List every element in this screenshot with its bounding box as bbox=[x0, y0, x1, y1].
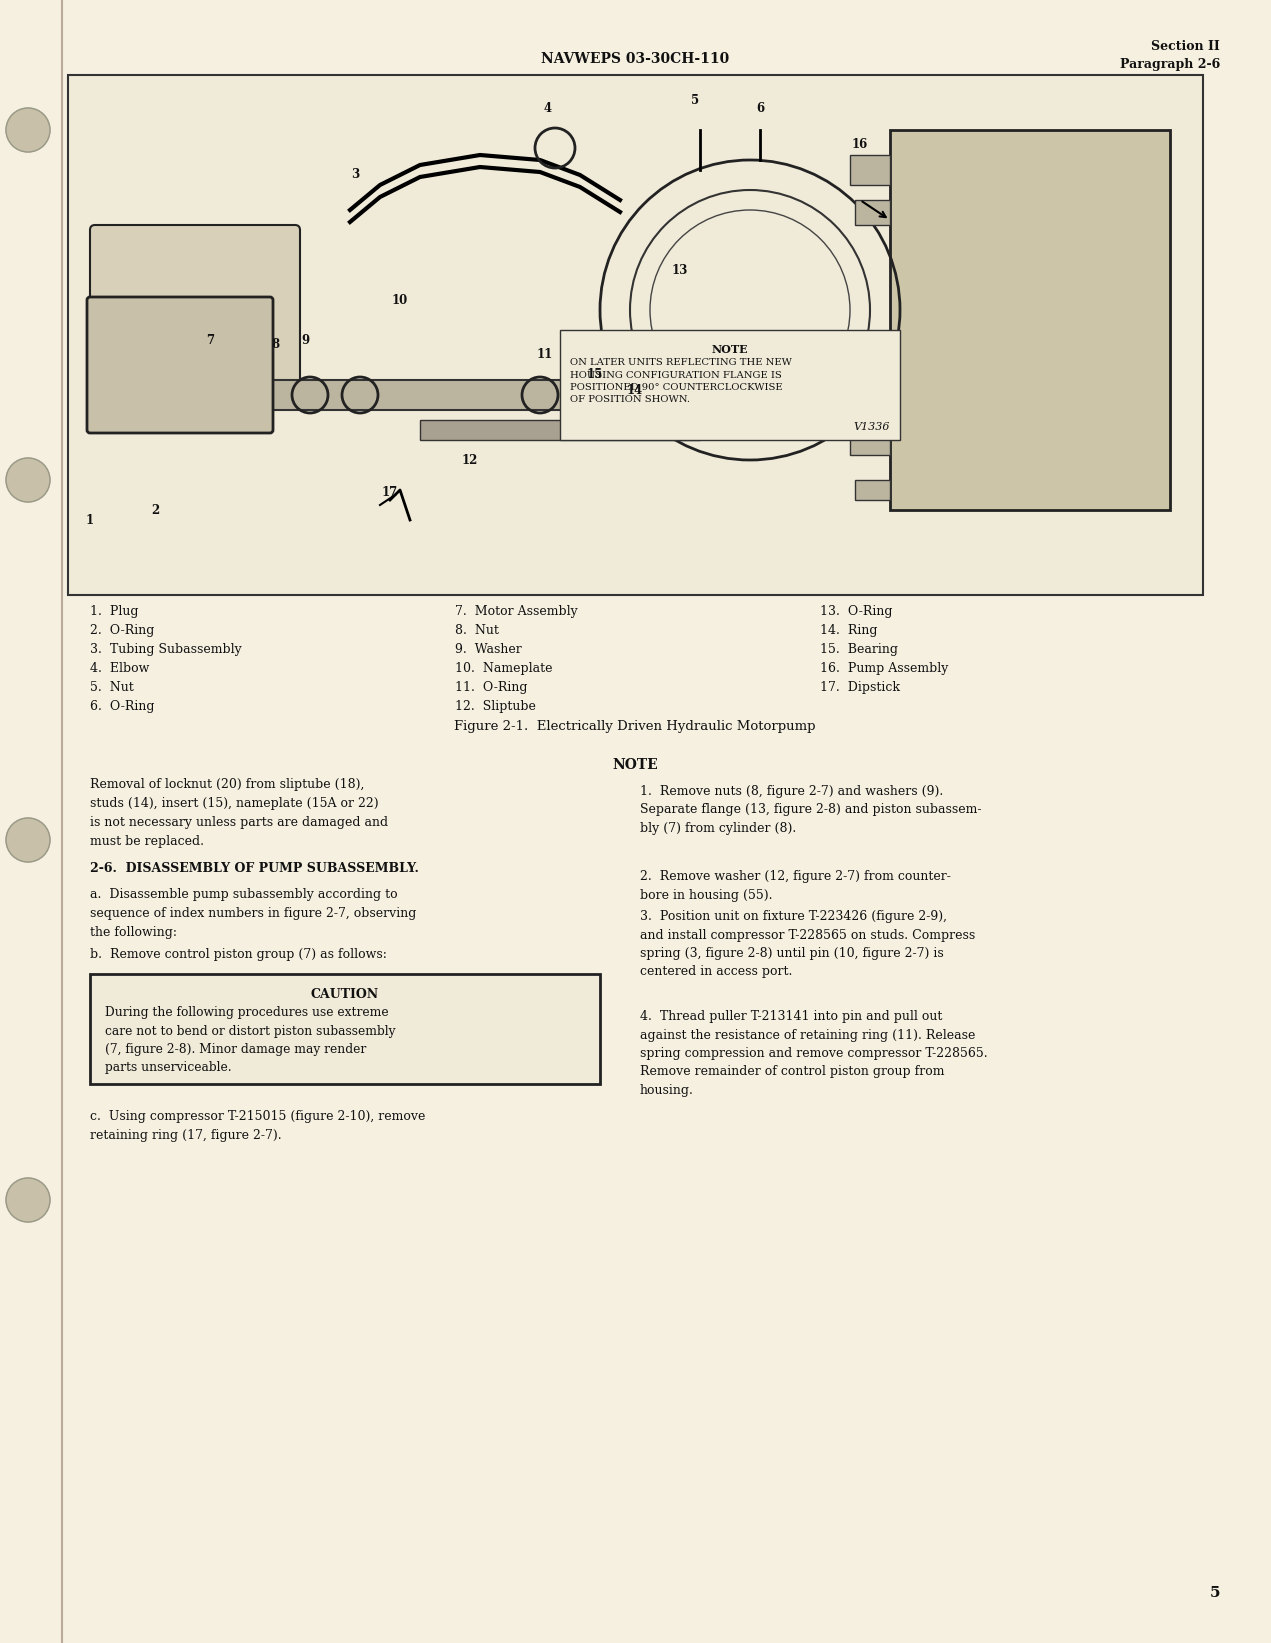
Text: During the following procedures use extreme
care not to bend or distort piston s: During the following procedures use extr… bbox=[105, 1006, 395, 1075]
Text: 17: 17 bbox=[381, 485, 398, 498]
Text: 14.  Ring: 14. Ring bbox=[820, 624, 877, 637]
Text: 1.  Remove nuts (8, figure 2-7) and washers (9).
Separate flange (13, figure 2-8: 1. Remove nuts (8, figure 2-7) and washe… bbox=[641, 785, 981, 835]
Text: 3: 3 bbox=[351, 169, 360, 181]
Text: 16.  Pump Assembly: 16. Pump Assembly bbox=[820, 662, 948, 675]
Text: 5: 5 bbox=[1210, 1585, 1220, 1600]
Text: 11: 11 bbox=[536, 348, 553, 361]
Bar bbox=[561, 330, 900, 440]
Text: 2.  O-Ring: 2. O-Ring bbox=[90, 624, 154, 637]
Text: 9.  Washer: 9. Washer bbox=[455, 642, 522, 656]
Text: V1336: V1336 bbox=[854, 422, 890, 432]
FancyBboxPatch shape bbox=[90, 225, 300, 394]
Text: 16: 16 bbox=[852, 138, 868, 151]
Text: 10.  Nameplate: 10. Nameplate bbox=[455, 662, 553, 675]
Text: 7: 7 bbox=[206, 334, 214, 347]
Circle shape bbox=[6, 108, 50, 153]
Bar bbox=[850, 430, 890, 455]
Text: 4.  Elbow: 4. Elbow bbox=[90, 662, 150, 675]
Bar bbox=[264, 380, 705, 411]
Text: CAUTION: CAUTION bbox=[311, 987, 379, 1001]
FancyBboxPatch shape bbox=[86, 297, 273, 434]
Text: 4.  Thread puller T-213141 into pin and pull out
against the resistance of retai: 4. Thread puller T-213141 into pin and p… bbox=[641, 1010, 988, 1098]
Text: 9: 9 bbox=[301, 334, 309, 347]
Text: 2-6.  DISASSEMBLY OF PUMP SUBASSEMBLY.: 2-6. DISASSEMBLY OF PUMP SUBASSEMBLY. bbox=[90, 863, 419, 876]
Text: Paragraph 2-6: Paragraph 2-6 bbox=[1120, 58, 1220, 71]
Text: 5.  Nut: 5. Nut bbox=[90, 680, 133, 693]
Text: 8.  Nut: 8. Nut bbox=[455, 624, 500, 637]
Text: ON LATER UNITS REFLECTING THE NEW
HOUSING CONFIGURATION FLANGE IS
POSITIONED 90°: ON LATER UNITS REFLECTING THE NEW HOUSIN… bbox=[569, 358, 792, 404]
Text: NAVWEPS 03-30CH-110: NAVWEPS 03-30CH-110 bbox=[541, 53, 730, 66]
Text: Section II: Section II bbox=[1152, 39, 1220, 53]
Text: 8: 8 bbox=[271, 338, 280, 352]
Text: 14: 14 bbox=[627, 383, 643, 396]
Text: c.  Using compressor T-215015 (figure 2-10), remove
retaining ring (17, figure 2: c. Using compressor T-215015 (figure 2-1… bbox=[90, 1111, 426, 1142]
Text: b.  Remove control piston group (7) as follows:: b. Remove control piston group (7) as fo… bbox=[90, 948, 386, 961]
Bar bbox=[850, 154, 890, 186]
Text: NOTE: NOTE bbox=[613, 757, 658, 772]
Circle shape bbox=[6, 1178, 50, 1222]
Text: 13: 13 bbox=[672, 263, 688, 276]
Text: 13.  O-Ring: 13. O-Ring bbox=[820, 605, 892, 618]
Text: 1: 1 bbox=[86, 514, 94, 526]
Text: 1.  Plug: 1. Plug bbox=[90, 605, 139, 618]
Text: 6.  O-Ring: 6. O-Ring bbox=[90, 700, 155, 713]
Text: 6: 6 bbox=[756, 102, 764, 115]
Circle shape bbox=[6, 458, 50, 503]
Text: 2.  Remove washer (12, figure 2-7) from counter-
bore in housing (55).: 2. Remove washer (12, figure 2-7) from c… bbox=[641, 871, 951, 902]
Bar bbox=[845, 350, 890, 380]
Text: 11.  O-Ring: 11. O-Ring bbox=[455, 680, 527, 693]
Text: Removal of locknut (20) from sliptube (18),
studs (14), insert (15), nameplate (: Removal of locknut (20) from sliptube (1… bbox=[90, 779, 388, 848]
Bar bbox=[855, 480, 890, 499]
Text: 2: 2 bbox=[151, 503, 159, 516]
Bar bbox=[855, 200, 890, 225]
Text: a.  Disassemble pump subassembly according to
sequence of index numbers in figur: a. Disassemble pump subassembly accordin… bbox=[90, 887, 417, 940]
Circle shape bbox=[6, 818, 50, 863]
Text: 10: 10 bbox=[391, 294, 408, 307]
Bar bbox=[90, 974, 600, 1084]
Text: 3.  Tubing Subassembly: 3. Tubing Subassembly bbox=[90, 642, 241, 656]
Text: Figure 2-1.  Electrically Driven Hydraulic Motorpump: Figure 2-1. Electrically Driven Hydrauli… bbox=[454, 720, 816, 733]
Text: 5: 5 bbox=[691, 94, 699, 107]
Text: 15.  Bearing: 15. Bearing bbox=[820, 642, 899, 656]
Text: 7.  Motor Assembly: 7. Motor Assembly bbox=[455, 605, 578, 618]
Bar bbox=[69, 76, 1202, 595]
Text: 4: 4 bbox=[544, 102, 552, 115]
Bar bbox=[419, 421, 700, 440]
Text: 12: 12 bbox=[461, 453, 478, 467]
Text: 12.  Sliptube: 12. Sliptube bbox=[455, 700, 536, 713]
Text: 17.  Dipstick: 17. Dipstick bbox=[820, 680, 900, 693]
Text: 3.  Position unit on fixture T-223426 (figure 2-9),
and install compressor T-228: 3. Position unit on fixture T-223426 (fi… bbox=[641, 910, 975, 979]
Text: 15: 15 bbox=[587, 368, 604, 381]
Bar bbox=[890, 130, 1171, 509]
Text: NOTE: NOTE bbox=[712, 343, 749, 355]
